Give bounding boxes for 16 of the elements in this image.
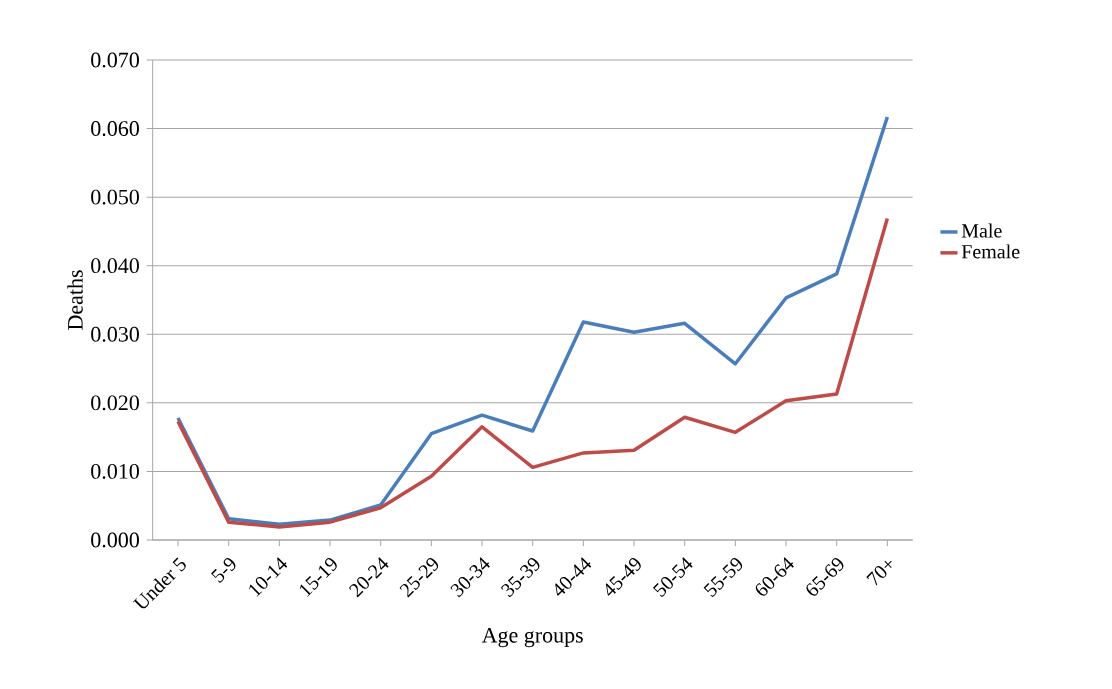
line-series <box>176 115 890 526</box>
x-tick-label: 5-9 <box>211 558 236 583</box>
line-series <box>176 216 890 529</box>
y-tick-label: 0.020 <box>91 395 139 411</box>
legend-label: Male <box>961 223 1002 238</box>
y-tick-label: 0.030 <box>91 326 139 342</box>
y-tick-label: 0.010 <box>91 463 139 479</box>
x-tick-label: 70+ <box>866 560 892 586</box>
y-tick-label: 0.060 <box>91 121 139 137</box>
x-axis-title: Age groups <box>481 627 583 648</box>
y-tick-label: 0.000 <box>91 532 139 548</box>
y-tick-label: 0.050 <box>91 189 139 205</box>
y-tick-label: 0.040 <box>91 258 139 274</box>
y-tick-label: 0.070 <box>91 52 139 68</box>
legend-label: Female <box>961 244 1020 259</box>
y-axis-title: Deaths <box>67 270 83 330</box>
